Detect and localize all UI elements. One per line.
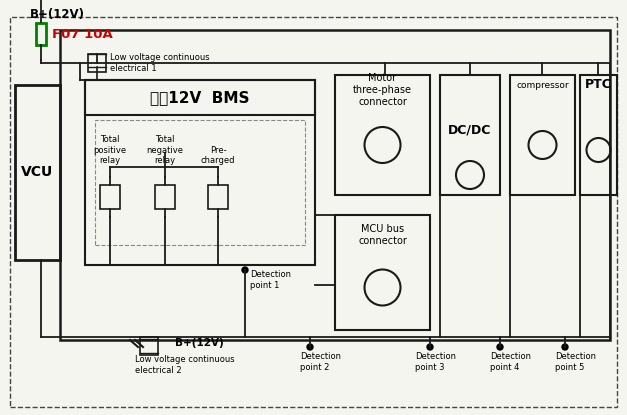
Text: Total
positive
relay: Total positive relay bbox=[93, 135, 127, 165]
Bar bbox=[88, 54, 106, 72]
Bar bbox=[155, 185, 175, 209]
Text: B+(12V): B+(12V) bbox=[30, 8, 85, 22]
Bar bbox=[15, 85, 60, 260]
Text: Motor
three-phase
connector: Motor three-phase connector bbox=[353, 73, 412, 107]
Bar bbox=[208, 185, 228, 209]
Text: DC/DC: DC/DC bbox=[448, 124, 492, 137]
Text: Detection
point 5: Detection point 5 bbox=[555, 352, 596, 372]
Text: Detection
point 2: Detection point 2 bbox=[300, 352, 341, 372]
Bar bbox=[140, 337, 158, 355]
Bar bbox=[100, 185, 120, 209]
Bar bbox=[95, 120, 305, 245]
Text: Detection
point 4: Detection point 4 bbox=[490, 352, 531, 372]
Bar bbox=[580, 75, 617, 195]
Text: Pre-
charged: Pre- charged bbox=[201, 146, 235, 165]
Text: MCU bus
connector: MCU bus connector bbox=[358, 224, 407, 246]
Bar bbox=[85, 80, 315, 265]
Circle shape bbox=[242, 267, 248, 273]
Text: 常甅12V  BMS: 常甅12V BMS bbox=[150, 90, 250, 105]
Text: F07 10A: F07 10A bbox=[52, 29, 113, 42]
Text: Detection
point 1: Detection point 1 bbox=[250, 270, 291, 290]
Bar bbox=[36, 23, 46, 45]
Bar bbox=[60, 30, 610, 340]
Text: compressor: compressor bbox=[516, 81, 569, 90]
Text: Total
negative
relay: Total negative relay bbox=[147, 135, 184, 165]
Bar bbox=[510, 75, 575, 195]
Circle shape bbox=[307, 344, 313, 350]
Circle shape bbox=[497, 344, 503, 350]
Text: B+(12V): B+(12V) bbox=[175, 338, 224, 348]
Bar bbox=[335, 215, 430, 330]
Text: Low voltage continuous
electrical 2: Low voltage continuous electrical 2 bbox=[135, 355, 234, 375]
Text: VCU: VCU bbox=[21, 166, 54, 180]
Bar bbox=[85, 80, 315, 115]
Bar bbox=[440, 75, 500, 195]
Text: PTC: PTC bbox=[585, 78, 612, 91]
Text: Detection
point 3: Detection point 3 bbox=[415, 352, 456, 372]
Circle shape bbox=[427, 344, 433, 350]
Text: Low voltage continuous
electrical 1: Low voltage continuous electrical 1 bbox=[110, 53, 209, 73]
Bar bbox=[335, 75, 430, 195]
Circle shape bbox=[562, 344, 568, 350]
